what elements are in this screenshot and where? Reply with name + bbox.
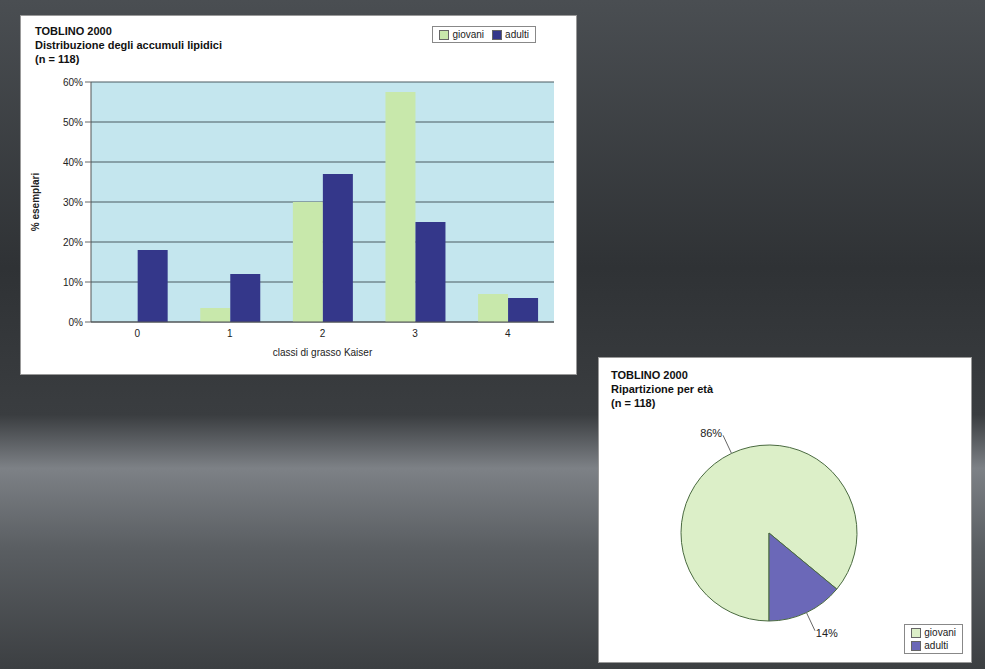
svg-text:40%: 40% — [63, 157, 83, 168]
svg-text:86%: 86% — [700, 427, 722, 439]
html-text:TOBLINO 2000: TOBLINO 2000 — [35, 25, 112, 37]
html-text:giovani: giovani — [452, 29, 485, 40]
html-text:(n = 118): (n = 118) — [611, 397, 656, 409]
html-text:TOBLINO 2000: TOBLINO 2000 — [611, 369, 688, 381]
html-text:giovani: giovani — [924, 627, 956, 638]
html-text:adulti: adulti — [505, 29, 529, 40]
svg-text:3: 3 — [412, 328, 418, 339]
svg-text:10%: 10% — [63, 277, 83, 288]
html-text:(n = 118): (n = 118) — [35, 53, 80, 65]
svg-text:1: 1 — [227, 328, 233, 339]
svg-text:30%: 30% — [63, 197, 83, 208]
html-text:Distribuzione degli accumuli l: Distribuzione degli accumuli lipidici — [35, 39, 222, 51]
html-text:adulti: adulti — [924, 640, 949, 651]
svg-text:classi di grasso Kaiser: classi di grasso Kaiser — [273, 347, 373, 358]
svg-text:20%: 20% — [63, 237, 83, 248]
svg-text:60%: 60% — [63, 77, 83, 88]
svg-text:14%: 14% — [816, 627, 838, 639]
html-text:Ripartizione per età: Ripartizione per età — [611, 383, 714, 395]
svg-text:% esemplari: % esemplari — [30, 173, 41, 232]
svg-text:0%: 0% — [69, 317, 84, 328]
svg-text:50%: 50% — [63, 117, 83, 128]
svg-text:2: 2 — [320, 328, 326, 339]
svg-text:4: 4 — [505, 328, 511, 339]
svg-text:0: 0 — [135, 328, 141, 339]
